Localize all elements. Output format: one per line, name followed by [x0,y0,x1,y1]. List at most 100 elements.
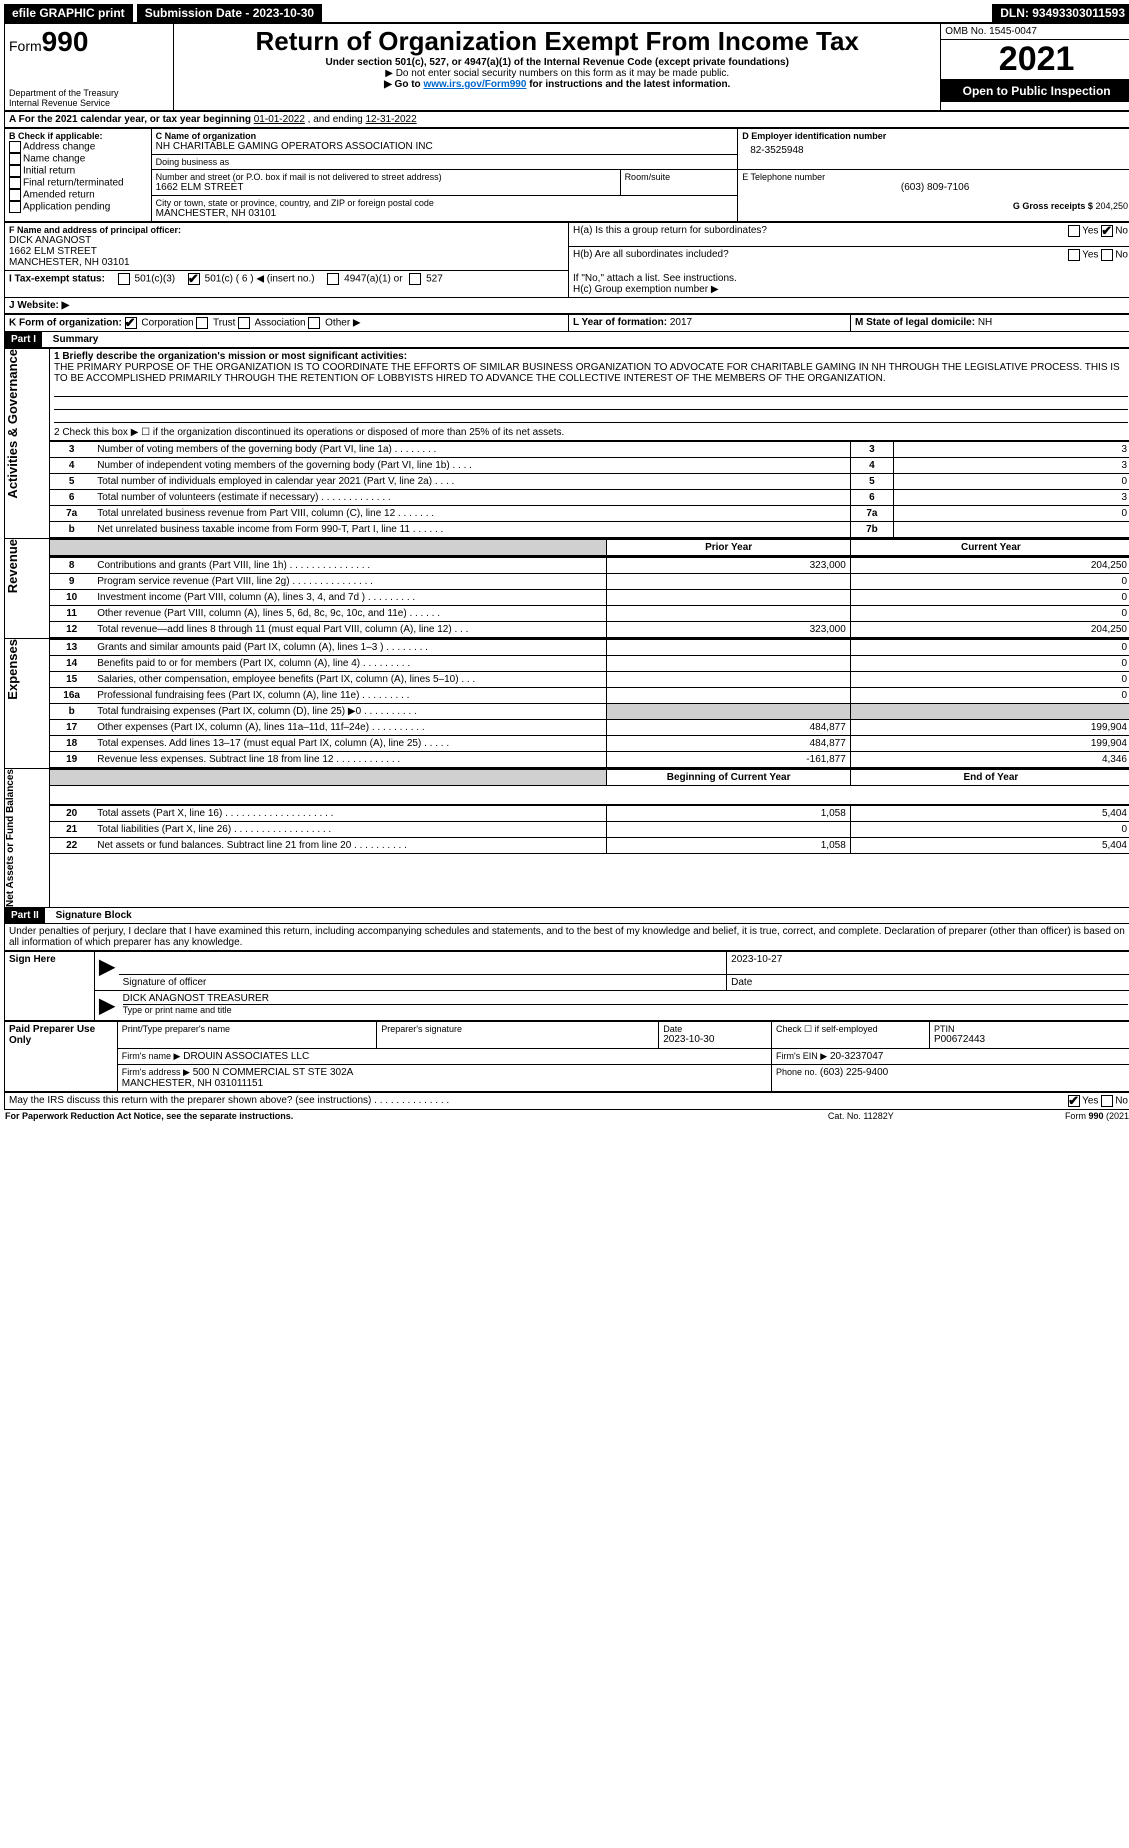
dln: DLN: 93493303011593 [992,4,1129,22]
current-value: 0 [850,573,1129,589]
ha-no[interactable] [1101,225,1113,237]
prior-value: 323,000 [607,557,850,573]
ein-value: 82-3525948 [742,141,1128,160]
street-label: Number and street (or P.O. box if mail i… [156,172,616,182]
line-label: Total number of volunteers (estimate if … [93,489,850,505]
current-value: 5,404 [850,806,1129,822]
i-4947[interactable] [327,273,339,285]
line-num: b [50,521,93,537]
box-b-label: B Check if applicable: [9,131,147,141]
top-bar: efile GRAPHIC print Submission Date - 20… [4,4,1129,23]
street-value: 1662 ELM STREET [156,182,616,193]
col-boy: Beginning of Current Year [607,769,850,785]
check-initial-return[interactable]: Initial return [9,165,147,177]
part2-header: Part II [5,908,45,923]
line-label: Number of voting members of the governin… [93,441,850,457]
discuss-label: May the IRS discuss this return with the… [5,1092,964,1109]
city-label: City or town, state or province, country… [156,198,734,208]
line-label: Salaries, other compensation, employee b… [93,671,607,687]
hb-note: If "No," attach a list. See instructions… [573,273,1128,284]
line-box: 5 [850,473,893,489]
check-self[interactable]: Check ☐ if self-employed [772,1021,930,1048]
firm-addr-label: Firm's address ▶ [122,1067,190,1077]
cat-no: Cat. No. 11282Y [771,1110,950,1122]
current-value: 0 [850,589,1129,605]
line-label: Total revenue—add lines 8 through 11 (mu… [93,621,607,637]
k-corp[interactable] [125,317,137,329]
line-label: Revenue less expenses. Subtract line 18 … [93,751,607,767]
city-value: MANCHESTER, NH 03101 [156,208,734,219]
line-box: 4 [850,457,893,473]
i-501c3[interactable] [118,273,130,285]
check-amended-return[interactable]: Amended return [9,189,147,201]
check-final-return[interactable]: Final return/terminated [9,177,147,189]
hb-yes[interactable] [1068,249,1080,261]
check-name-change[interactable]: Name change [9,153,147,165]
line-num: 13 [50,639,93,655]
prior-value [607,655,850,671]
efile-label: efile GRAPHIC print [4,4,133,22]
form-footer: Form 990 (2021) [950,1110,1129,1122]
col-current: Current Year [850,539,1129,555]
period-row: A For the 2021 calendar year, or tax yea… [5,112,1129,128]
prior-value [607,687,850,703]
current-value: 0 [850,822,1129,838]
discuss-yes[interactable] [1068,1095,1080,1107]
check-address-change[interactable]: Address change [9,141,147,153]
dept-label: Department of the Treasury Internal Reve… [9,88,169,108]
prior-value [607,589,850,605]
officer-label: F Name and address of principal officer: [9,225,564,235]
k-trust[interactable] [196,317,208,329]
officer-name: DICK ANAGNOST [9,235,564,246]
ein-label: D Employer identification number [742,131,1128,141]
paid-preparer: Paid Preparer Use Only [5,1021,118,1091]
line-num: 8 [50,557,93,573]
check-application-pending[interactable]: Application pending [9,201,147,213]
hb-label: H(b) Are all subordinates included? [573,249,729,260]
org-name-label: C Name of organization [156,131,734,141]
prior-value: 484,877 [607,719,850,735]
line-box: 7a [850,505,893,521]
line-value: 0 [894,473,1129,489]
line-label: Benefits paid to or for members (Part IX… [93,655,607,671]
box-l: L Year of formation: 2017 [569,314,851,331]
i-527[interactable] [409,273,421,285]
goto-link: ▶ Go to www.irs.gov/Form990 for instruct… [178,79,936,90]
part1-header: Part I [5,332,42,347]
sig-officer-label: Signature of officer [119,974,727,990]
arrow-icon: ▶ [99,956,114,978]
prep-date: 2023-10-30 [663,1034,767,1045]
i-501c[interactable] [188,273,200,285]
prep-date-label: Date [663,1024,767,1034]
ptin: P00672443 [934,1034,1128,1045]
hc-label: H(c) Group exemption number ▶ [573,284,1128,295]
line-num: 21 [50,822,93,838]
box-i: I Tax-exempt status: 501(c)(3) 501(c) ( … [5,271,569,298]
q1-text: THE PRIMARY PURPOSE OF THE ORGANIZATION … [54,362,1128,384]
k-other[interactable] [308,317,320,329]
line-num: 9 [50,573,93,589]
phone-label: E Telephone number [742,172,1128,182]
line-label: Net unrelated business taxable income fr… [93,521,850,537]
line-num: 15 [50,671,93,687]
line-label: Total liabilities (Part X, line 26) . . … [93,822,607,838]
discuss-no[interactable] [1101,1095,1113,1107]
submission-date: Submission Date - 2023-10-30 [137,4,322,22]
ha-yes[interactable] [1068,225,1080,237]
form-label: Form990 [9,38,88,54]
part1-title: Summary [45,334,99,345]
line-num: b [50,703,93,719]
prior-value [607,573,850,589]
tax-year: 2021 [941,39,1129,80]
dba-label: Doing business as [156,157,734,167]
prior-value: 323,000 [607,621,850,637]
hb-no[interactable] [1101,249,1113,261]
current-value: 0 [850,639,1129,655]
prior-value: 1,058 [607,838,850,854]
firm-phone: (603) 225-9400 [820,1067,888,1078]
k-assoc[interactable] [238,317,250,329]
gross-receipts: G Gross receipts $ 204,250 [742,201,1128,211]
line-value [894,521,1129,537]
box-j: J Website: ▶ [5,297,1129,313]
prior-value [607,703,850,719]
